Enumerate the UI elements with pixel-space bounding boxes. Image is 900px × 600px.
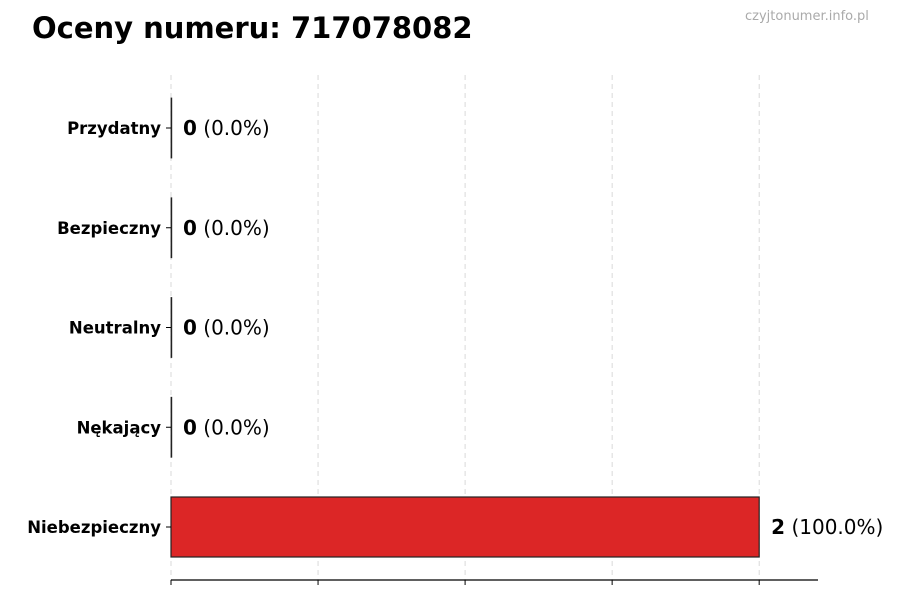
bar — [170, 496, 760, 558]
data-label: 0 (0.0%) — [183, 116, 270, 140]
y-tick-label: Neutralny — [69, 319, 161, 338]
data-label-percent: (0.0%) — [197, 116, 270, 140]
data-label-count: 0 — [183, 316, 197, 340]
y-tick-label: Przydatny — [67, 119, 161, 138]
watermark: czyjtonumer.info.pl — [745, 9, 869, 24]
data-label-count: 0 — [183, 216, 197, 240]
data-label: 2 (100.0%) — [771, 515, 883, 539]
bar — [170, 197, 173, 259]
data-label-count: 2 — [771, 515, 785, 539]
data-label-count: 0 — [183, 415, 197, 439]
y-tick-label: Nękający — [77, 418, 162, 437]
bar — [170, 297, 173, 358]
data-label-percent: (100.0%) — [785, 515, 883, 539]
data-label: 0 (0.0%) — [183, 216, 270, 240]
data-label: 0 (0.0%) — [183, 415, 270, 439]
chart-title: Oceny numeru: 717078082 — [32, 11, 473, 45]
y-tick-label: Niebezpieczny — [27, 518, 161, 537]
bar — [170, 97, 173, 159]
data-label-count: 0 — [183, 116, 197, 140]
bar — [170, 396, 173, 458]
y-tick-label: Bezpieczny — [57, 219, 161, 238]
data-label-percent: (0.0%) — [197, 216, 270, 240]
data-label-percent: (0.0%) — [197, 316, 270, 340]
data-label-percent: (0.0%) — [197, 415, 270, 439]
data-label: 0 (0.0%) — [183, 316, 270, 340]
